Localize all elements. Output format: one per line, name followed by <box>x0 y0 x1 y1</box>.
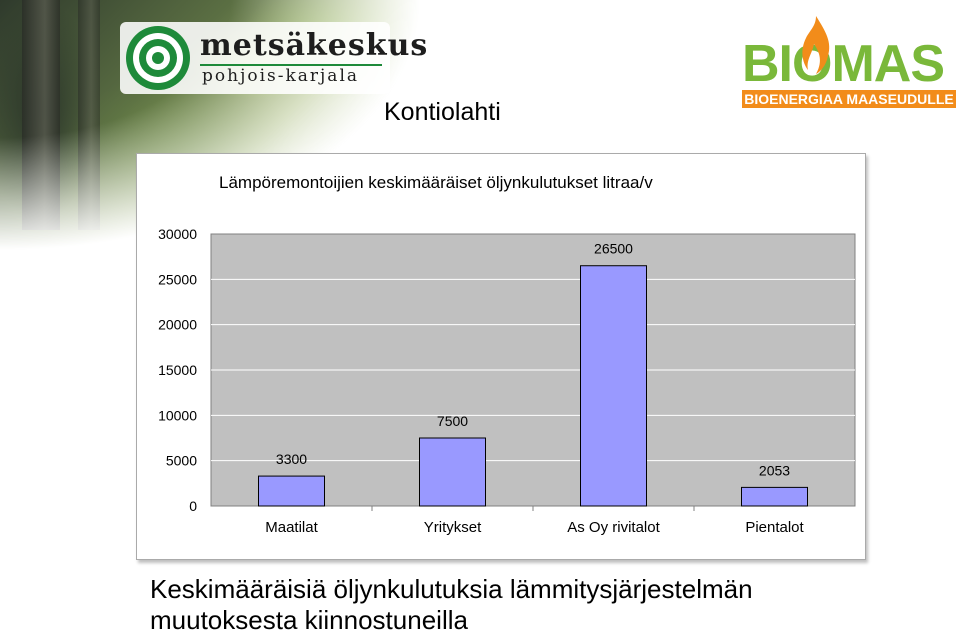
page-title: Kontiolahti <box>384 98 501 126</box>
biomas-logo: BIOMAS BIOENERGIAA MAASEUDULLE <box>742 16 956 108</box>
x-axis-ticks: Maatilat Yritykset As Oy rivitalot Pientalo… <box>265 506 805 536</box>
grid-lines <box>211 278 855 462</box>
y-axis-ticks: 0 5000 10000 15000 20000 25000 30000 <box>158 226 197 514</box>
x-tick-label: Yritykset <box>424 519 482 536</box>
flame-icon <box>802 16 830 74</box>
y-tick-label: 20000 <box>158 317 197 333</box>
caption: Keskimääräisiä öljynkulutuksia lämmitysj… <box>150 574 950 636</box>
bar-chart: Lämpöremontoijien keskimääräiset öljynku… <box>158 173 856 536</box>
bar <box>580 265 647 507</box>
y-tick-label: 15000 <box>158 362 197 378</box>
tree-trunk-2 <box>78 0 100 230</box>
logo-right-tagline: BIOENERGIAA MAASEUDULLE <box>742 90 956 108</box>
bar <box>258 475 325 507</box>
data-label: 2053 <box>759 462 790 478</box>
x-tick-label: Pientalot <box>745 519 804 536</box>
x-tick-label: Maatilat <box>265 519 318 536</box>
tree-trunk-1 <box>22 0 60 230</box>
data-labels: 3300 7500 26500 2053 <box>276 241 790 479</box>
y-tick-label: 30000 <box>158 226 197 242</box>
chart-frame: Lämpöremontoijien keskimääräiset öljynku… <box>136 153 866 560</box>
y-tick-label: 25000 <box>158 271 197 287</box>
bar <box>419 437 486 507</box>
bars <box>258 265 808 507</box>
chart-title: Lämpöremontoijien keskimääräiset öljynku… <box>219 173 653 192</box>
y-tick-label: 5000 <box>166 453 197 469</box>
logo-right-name: BIOMAS <box>742 35 945 93</box>
data-label: 26500 <box>594 241 633 257</box>
x-tick-label: As Oy rivitalot <box>567 519 660 536</box>
y-tick-label: 10000 <box>158 407 197 423</box>
logo-left-sub: pohjois-karjala <box>202 66 360 86</box>
caption-line-2: muutoksesta kiinnostuneilla <box>150 605 468 635</box>
y-tick-label: 0 <box>189 498 197 514</box>
data-label: 7500 <box>437 413 468 429</box>
bar <box>741 486 808 507</box>
metsakeskus-logo: metsäkeskus pohjois-karjala <box>120 22 427 94</box>
logo-left-rule <box>200 64 382 66</box>
data-label: 3300 <box>276 451 307 467</box>
logo-left-name: metsäkeskus <box>200 28 429 63</box>
target-rings-icon <box>126 26 190 90</box>
caption-line-1: Keskimääräisiä öljynkulutuksia lämmitysj… <box>150 574 753 604</box>
